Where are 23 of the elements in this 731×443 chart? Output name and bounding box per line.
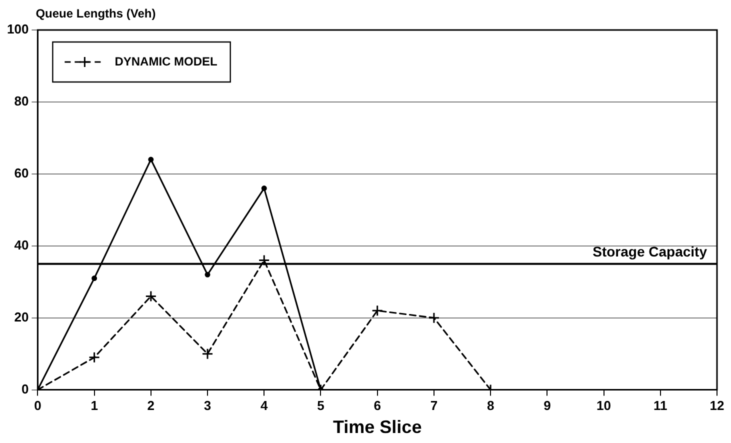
x-tick-label: 1 — [90, 398, 98, 414]
y-tick-label: 80 — [14, 94, 29, 109]
x-tick-label: 11 — [654, 398, 668, 414]
y-tick-label: 20 — [14, 309, 29, 324]
x-tick-label: 5 — [317, 398, 324, 414]
x-tick-label: 4 — [260, 398, 269, 414]
y-tick-label: 60 — [14, 166, 29, 180]
x-tick-label: 3 — [204, 398, 212, 414]
y-tick-label: 0 — [21, 381, 29, 396]
y-tick-label: 100 — [6, 22, 29, 37]
x-tick-label: 9 — [544, 398, 551, 414]
x-tick-label: 0 — [34, 398, 42, 414]
y-tick-label: 40 — [14, 237, 29, 252]
x-tick-label: 2 — [147, 398, 155, 414]
x-axis-title: Time Slice — [332, 417, 422, 438]
x-tick-label: 12 — [710, 398, 724, 414]
y-axis-title: Queue Lengths (Veh) — [36, 6, 156, 20]
x-tick-label: 6 — [374, 398, 381, 414]
x-tick-label: 7 — [430, 398, 438, 414]
ref-line-label: Storage Capacity — [592, 244, 708, 260]
x-tick-label: 8 — [486, 398, 494, 414]
legend-label: DYNAMIC MODEL — [114, 54, 218, 68]
x-tick-label: 10 — [596, 398, 612, 414]
